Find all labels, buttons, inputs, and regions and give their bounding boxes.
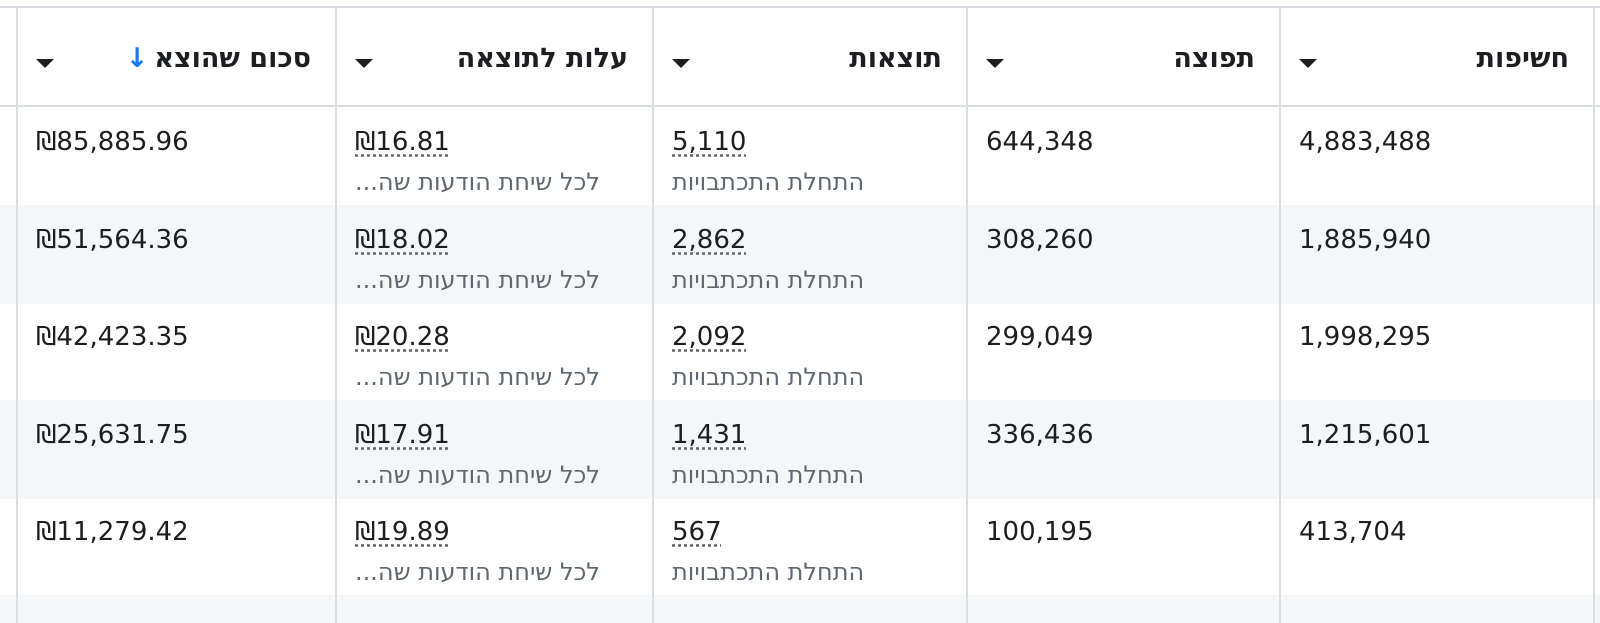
column-divider [1593, 8, 1595, 623]
cell-cost-per-result-label: לכל שיחת הודעות שה... [355, 168, 600, 196]
cell-reach-value: 299,049 [986, 322, 1094, 352]
cell-amount-spent: ₪42,423.35 [18, 302, 335, 401]
chevron-down-icon[interactable] [36, 59, 54, 68]
column-divider [652, 8, 654, 623]
header-exposure[interactable]: חשיפות [1281, 8, 1593, 107]
cell-results: 1,431 התחלת התכתבויות [654, 400, 966, 499]
cell-cost-per-result-label: לכל שיחת הודעות שה... [355, 558, 600, 586]
cell-reach-value: 644,348 [986, 127, 1094, 157]
cell-amount-spent-value: ₪51,564.36 [36, 225, 189, 255]
cell-cost-per-result-value[interactable]: ₪19.89 [355, 517, 450, 547]
cell-exposure: 413,704 [1281, 497, 1593, 596]
cell-exposure-value: 1,215,601 [1299, 420, 1432, 450]
cell-amount-spent: ₪51,564.36 [18, 205, 335, 304]
cell-exposure-value: 413,704 [1299, 517, 1407, 547]
cell-amount-spent: ₪11,279.42 [18, 497, 335, 596]
chevron-down-icon[interactable] [1299, 59, 1317, 68]
cell-results: 2,092 התחלת התכתבויות [654, 302, 966, 401]
cell-cost-per-result-label: לכל שיחת הודעות שה... [355, 363, 600, 391]
header-top-border [0, 6, 1600, 8]
cell-exposure-value: 1,998,295 [1299, 322, 1432, 352]
row-stripe [0, 595, 1600, 623]
cell-results-label: התחלת התכתבויות [672, 266, 865, 294]
header-label: עלות לתוצאה [456, 43, 628, 74]
cell-exposure: 4,883,488 [1281, 107, 1593, 206]
row-stripe [0, 205, 1600, 304]
header-label: תפוצה [1173, 43, 1255, 74]
cell-results-label: התחלת התכתבויות [672, 558, 865, 586]
cell-results-label: התחלת התכתבויות [672, 168, 865, 196]
cell-amount-spent-value: ₪42,423.35 [36, 322, 189, 352]
column-divider [16, 8, 18, 623]
header-cost-per-result[interactable]: עלות לתוצאה [337, 8, 652, 107]
cell-cost-per-result: ₪19.89 לכל שיחת הודעות שה... [337, 497, 652, 596]
cell-cost-per-result-value[interactable]: ₪17.91 [355, 420, 450, 450]
arrow-down-icon[interactable]: ↓ [125, 43, 149, 74]
cell-reach: 644,348 [968, 107, 1279, 206]
column-divider [1279, 8, 1281, 623]
cell-exposure-value: 4,883,488 [1299, 127, 1432, 157]
row-stripe [0, 400, 1600, 499]
cell-reach: 308,260 [968, 205, 1279, 304]
cell-amount-spent-value: ₪85,885.96 [36, 127, 189, 157]
cell-cost-per-result: ₪20.28 לכל שיחת הודעות שה... [337, 302, 652, 401]
cell-results: 2,862 התחלת התכתבויות [654, 205, 966, 304]
cell-reach-value: 336,436 [986, 420, 1094, 450]
cell-cost-per-result-label: לכל שיחת הודעות שה... [355, 266, 600, 294]
cell-exposure-value: 1,885,940 [1299, 225, 1432, 255]
cell-results-value[interactable]: 2,862 [672, 225, 747, 255]
cell-results-value[interactable]: 5,110 [672, 127, 747, 157]
cell-reach: 299,049 [968, 302, 1279, 401]
chevron-down-icon[interactable] [986, 59, 1004, 68]
header-bottom-border [0, 105, 1600, 107]
cell-exposure: 1,885,940 [1281, 205, 1593, 304]
header-reach[interactable]: תפוצה [968, 8, 1279, 107]
cell-results-value[interactable]: 567 [672, 517, 722, 547]
header-label: סכום שהוצא↓ [126, 42, 311, 76]
cell-amount-spent-value: ₪11,279.42 [36, 517, 189, 547]
header-label: חשיפות [1476, 43, 1569, 74]
cell-cost-per-result: ₪16.81 לכל שיחת הודעות שה... [337, 107, 652, 206]
cell-results-value[interactable]: 2,092 [672, 322, 747, 352]
header-results[interactable]: תוצאות [654, 8, 966, 107]
cell-reach: 336,436 [968, 400, 1279, 499]
cell-results: 567 התחלת התכתבויות [654, 497, 966, 596]
cell-cost-per-result-value[interactable]: ₪18.02 [355, 225, 450, 255]
cell-exposure: 1,998,295 [1281, 302, 1593, 401]
cell-amount-spent: ₪85,885.96 [18, 107, 335, 206]
cell-results-value[interactable]: 1,431 [672, 420, 747, 450]
cell-reach-value: 100,195 [986, 517, 1094, 547]
column-divider [966, 8, 968, 623]
cell-cost-per-result: ₪18.02 לכל שיחת הודעות שה... [337, 205, 652, 304]
cell-reach-value: 308,260 [986, 225, 1094, 255]
cell-amount-spent-value: ₪25,631.75 [36, 420, 189, 450]
cell-cost-per-result-label: לכל שיחת הודעות שה... [355, 461, 600, 489]
chevron-down-icon[interactable] [672, 59, 690, 68]
cell-exposure: 1,215,601 [1281, 400, 1593, 499]
header-amount-spent[interactable]: סכום שהוצא↓ [18, 8, 335, 107]
header-label: תוצאות [849, 43, 942, 74]
column-divider [335, 8, 337, 623]
cell-results-label: התחלת התכתבויות [672, 363, 865, 391]
chevron-down-icon[interactable] [355, 59, 373, 68]
cell-results: 5,110 התחלת התכתבויות [654, 107, 966, 206]
cell-cost-per-result: ₪17.91 לכל שיחת הודעות שה... [337, 400, 652, 499]
cell-amount-spent: ₪25,631.75 [18, 400, 335, 499]
cell-cost-per-result-value[interactable]: ₪16.81 [355, 127, 450, 157]
cell-reach: 100,195 [968, 497, 1279, 596]
cell-cost-per-result-value[interactable]: ₪20.28 [355, 322, 450, 352]
cell-results-label: התחלת התכתבויות [672, 461, 865, 489]
header-label-text: סכום שהוצא [154, 43, 311, 74]
